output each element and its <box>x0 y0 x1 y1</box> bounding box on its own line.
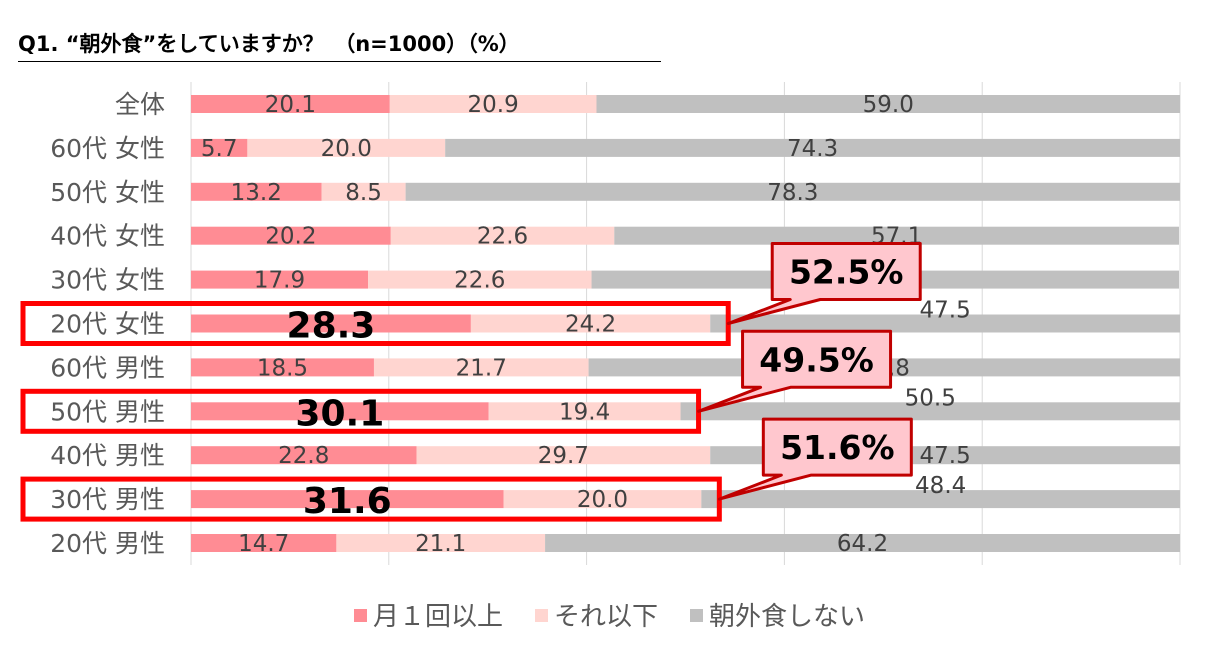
legend-item: 月１回以上 <box>353 596 503 633</box>
legend-swatch <box>353 609 367 622</box>
category-label: 60代 女性 <box>50 134 165 163</box>
category-label: 50代 女性 <box>50 178 165 207</box>
bar-segment <box>191 314 471 333</box>
bar-segment <box>545 534 1180 552</box>
data-label: 8.5 <box>345 180 382 206</box>
data-label: 21.7 <box>456 355 507 381</box>
category-label: 40代 女性 <box>50 222 165 251</box>
category-label: 20代 女性 <box>50 310 165 339</box>
callout-label: 51.6% <box>780 428 895 467</box>
bar-segment <box>247 138 446 157</box>
category-label: 全体 <box>115 90 165 119</box>
category-label: 30代 男性 <box>50 485 165 514</box>
legend-label: 朝外食しない <box>709 602 866 632</box>
data-label: 13.2 <box>231 180 282 206</box>
data-label: 47.5 <box>920 298 971 324</box>
bar-segment <box>503 490 702 509</box>
bar-segment <box>191 95 390 113</box>
bar-segment <box>191 182 322 201</box>
data-label: 24.2 <box>565 312 616 338</box>
chart-title: Q1. “朝外食”をしていますか？ （n=1000）（%） <box>18 28 661 62</box>
legend-swatch <box>690 609 703 622</box>
bar-segment <box>191 446 417 465</box>
callout-label: 49.5% <box>759 340 874 379</box>
legend-label: それ以下 <box>553 602 658 632</box>
data-label: 22.8 <box>278 443 329 469</box>
legend-swatch <box>534 609 548 622</box>
data-label: 20.1 <box>265 92 316 118</box>
bar-segment <box>191 138 248 157</box>
legend: 月１回以上 それ以下 朝外食しない <box>0 596 1219 633</box>
data-label: 21.1 <box>415 531 466 557</box>
bar-segment <box>416 446 711 465</box>
category-label: 20代 男性 <box>50 529 165 558</box>
bar-segment <box>488 402 681 421</box>
bar-segment <box>321 182 406 201</box>
bar-segment <box>701 490 1180 509</box>
bar-segment <box>405 182 1180 201</box>
bar-segment <box>191 358 374 377</box>
data-label: 30.1 <box>295 393 384 434</box>
data-label: 74.3 <box>787 136 838 162</box>
bar-segment <box>680 402 1180 421</box>
data-label: 22.6 <box>454 268 505 294</box>
data-label: 28.3 <box>287 306 376 347</box>
bar-segment <box>614 226 1180 245</box>
data-label: 20.0 <box>577 487 628 513</box>
bar-segment <box>470 314 711 333</box>
data-label: 22.6 <box>477 224 528 250</box>
callout-bubble <box>717 417 913 501</box>
bar-segment <box>191 534 337 552</box>
legend-item: それ以下 <box>534 596 658 633</box>
bar-segment <box>191 270 369 289</box>
data-label: 47.5 <box>920 443 971 469</box>
data-label: 78.3 <box>767 180 818 206</box>
bar-segment <box>191 226 391 245</box>
bar-segment <box>336 534 546 552</box>
data-label: 20.0 <box>321 136 372 162</box>
data-label: 17.9 <box>254 268 305 294</box>
bar-segment <box>373 358 589 377</box>
data-label: 20.9 <box>468 92 519 118</box>
bar-segment <box>390 226 615 245</box>
data-label: 64.2 <box>837 531 888 557</box>
callout-label: 52.5% <box>789 253 904 292</box>
bar-segment <box>368 270 592 289</box>
data-label: 59.0 <box>863 92 914 118</box>
legend-label: 月１回以上 <box>372 602 503 632</box>
highlights: 52.5% 49.5% 51.6% <box>20 242 922 522</box>
category-label: 60代 男性 <box>50 353 165 382</box>
data-label: 19.4 <box>559 399 610 425</box>
bar-segment <box>389 95 597 113</box>
bar-segment <box>191 402 489 421</box>
bar-segment <box>710 314 1180 333</box>
data-label: 50.5 <box>905 385 956 411</box>
stacked-bar-chart: 全体 20.1 20.9 59.0 60代 女性 5.7 20.0 74.3 50代 女性 13.… <box>20 82 1181 565</box>
callout-bubble <box>726 242 922 325</box>
data-label: 31.6 <box>303 481 392 522</box>
bar-segment <box>596 95 1180 113</box>
category-label: 40代 男性 <box>50 441 165 470</box>
data-label: 29.7 <box>538 443 589 469</box>
category-label: 30代 女性 <box>50 266 165 295</box>
bar-segment <box>445 138 1181 157</box>
data-label: 18.5 <box>257 355 308 381</box>
data-label: 48.4 <box>915 473 966 499</box>
data-label: 5.7 <box>201 136 238 162</box>
data-label: 14.7 <box>238 531 289 557</box>
legend-item: 朝外食しない <box>690 596 865 633</box>
callout-bubble <box>697 329 893 413</box>
bar-segment <box>191 490 504 509</box>
data-label: 20.2 <box>265 224 316 250</box>
category-label: 50代 男性 <box>50 397 165 426</box>
bars <box>191 95 1181 552</box>
